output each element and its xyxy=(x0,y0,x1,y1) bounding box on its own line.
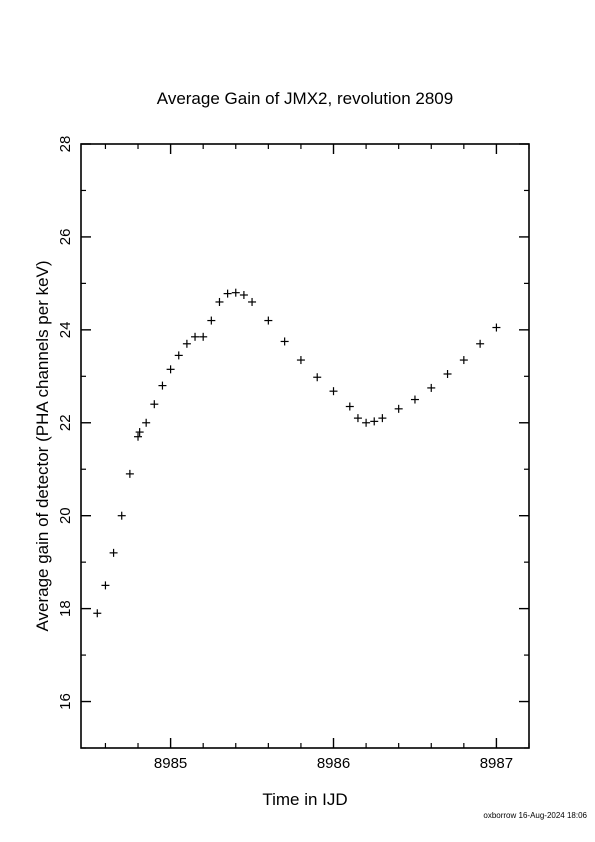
data-point xyxy=(280,337,289,346)
x-tick-label: 8985 xyxy=(154,755,187,772)
x-tick-label: 8987 xyxy=(480,755,513,772)
footer-stamp: oxborrow 16-Aug-2024 18:06 xyxy=(483,811,587,820)
axis-ticks xyxy=(81,143,530,749)
data-point xyxy=(150,400,159,409)
data-point xyxy=(248,297,257,306)
data-point xyxy=(394,404,403,413)
y-tick-label: 28 xyxy=(57,136,74,153)
y-tick-labels: 16 18 20 22 24 26 28 xyxy=(57,136,74,710)
data-point xyxy=(135,428,144,437)
y-tick-label: 20 xyxy=(57,507,74,524)
data-point xyxy=(427,383,436,392)
data-point xyxy=(182,339,191,348)
y-tick-label: 16 xyxy=(57,693,74,710)
data-point xyxy=(215,297,224,306)
x-tick-label: 8986 xyxy=(317,755,350,772)
data-point xyxy=(223,289,232,298)
data-point xyxy=(174,351,183,360)
data-point xyxy=(125,469,134,478)
data-point xyxy=(134,432,143,441)
data-point xyxy=(191,332,200,341)
data-point xyxy=(443,369,452,378)
data-point xyxy=(101,581,110,590)
data-point xyxy=(492,323,501,332)
y-tick-label: 18 xyxy=(57,600,74,617)
data-point xyxy=(345,402,354,411)
x-tick-labels: 8985 8986 8987 xyxy=(154,755,513,772)
data-point xyxy=(109,548,118,557)
data-point xyxy=(313,373,322,382)
data-point xyxy=(476,339,485,348)
data-point xyxy=(296,356,305,365)
x-axis-label: Time in IJD xyxy=(262,790,347,809)
plot-frame xyxy=(80,143,530,749)
y-tick-label: 24 xyxy=(57,322,74,339)
data-point xyxy=(239,291,248,299)
data-point xyxy=(378,414,387,423)
y-tick-label: 26 xyxy=(57,229,74,246)
data-point xyxy=(207,316,216,325)
data-point xyxy=(410,395,419,404)
data-point xyxy=(93,609,102,618)
data-point xyxy=(459,356,468,365)
data-point xyxy=(329,387,338,396)
data-point xyxy=(158,381,167,390)
data-point xyxy=(166,365,175,374)
data-point xyxy=(199,332,208,341)
data-points xyxy=(93,288,501,618)
data-point xyxy=(370,417,379,426)
chart-title: Average Gain of JMX2, revolution 2809 xyxy=(157,89,453,108)
y-tick-label: 22 xyxy=(57,414,74,431)
y-axis-label: Average gain of detector (PHA channels p… xyxy=(33,260,52,631)
data-point xyxy=(353,414,362,423)
data-point xyxy=(264,316,273,325)
data-point xyxy=(117,511,126,520)
data-point xyxy=(362,418,371,427)
data-point xyxy=(231,288,240,297)
data-point xyxy=(142,418,151,427)
